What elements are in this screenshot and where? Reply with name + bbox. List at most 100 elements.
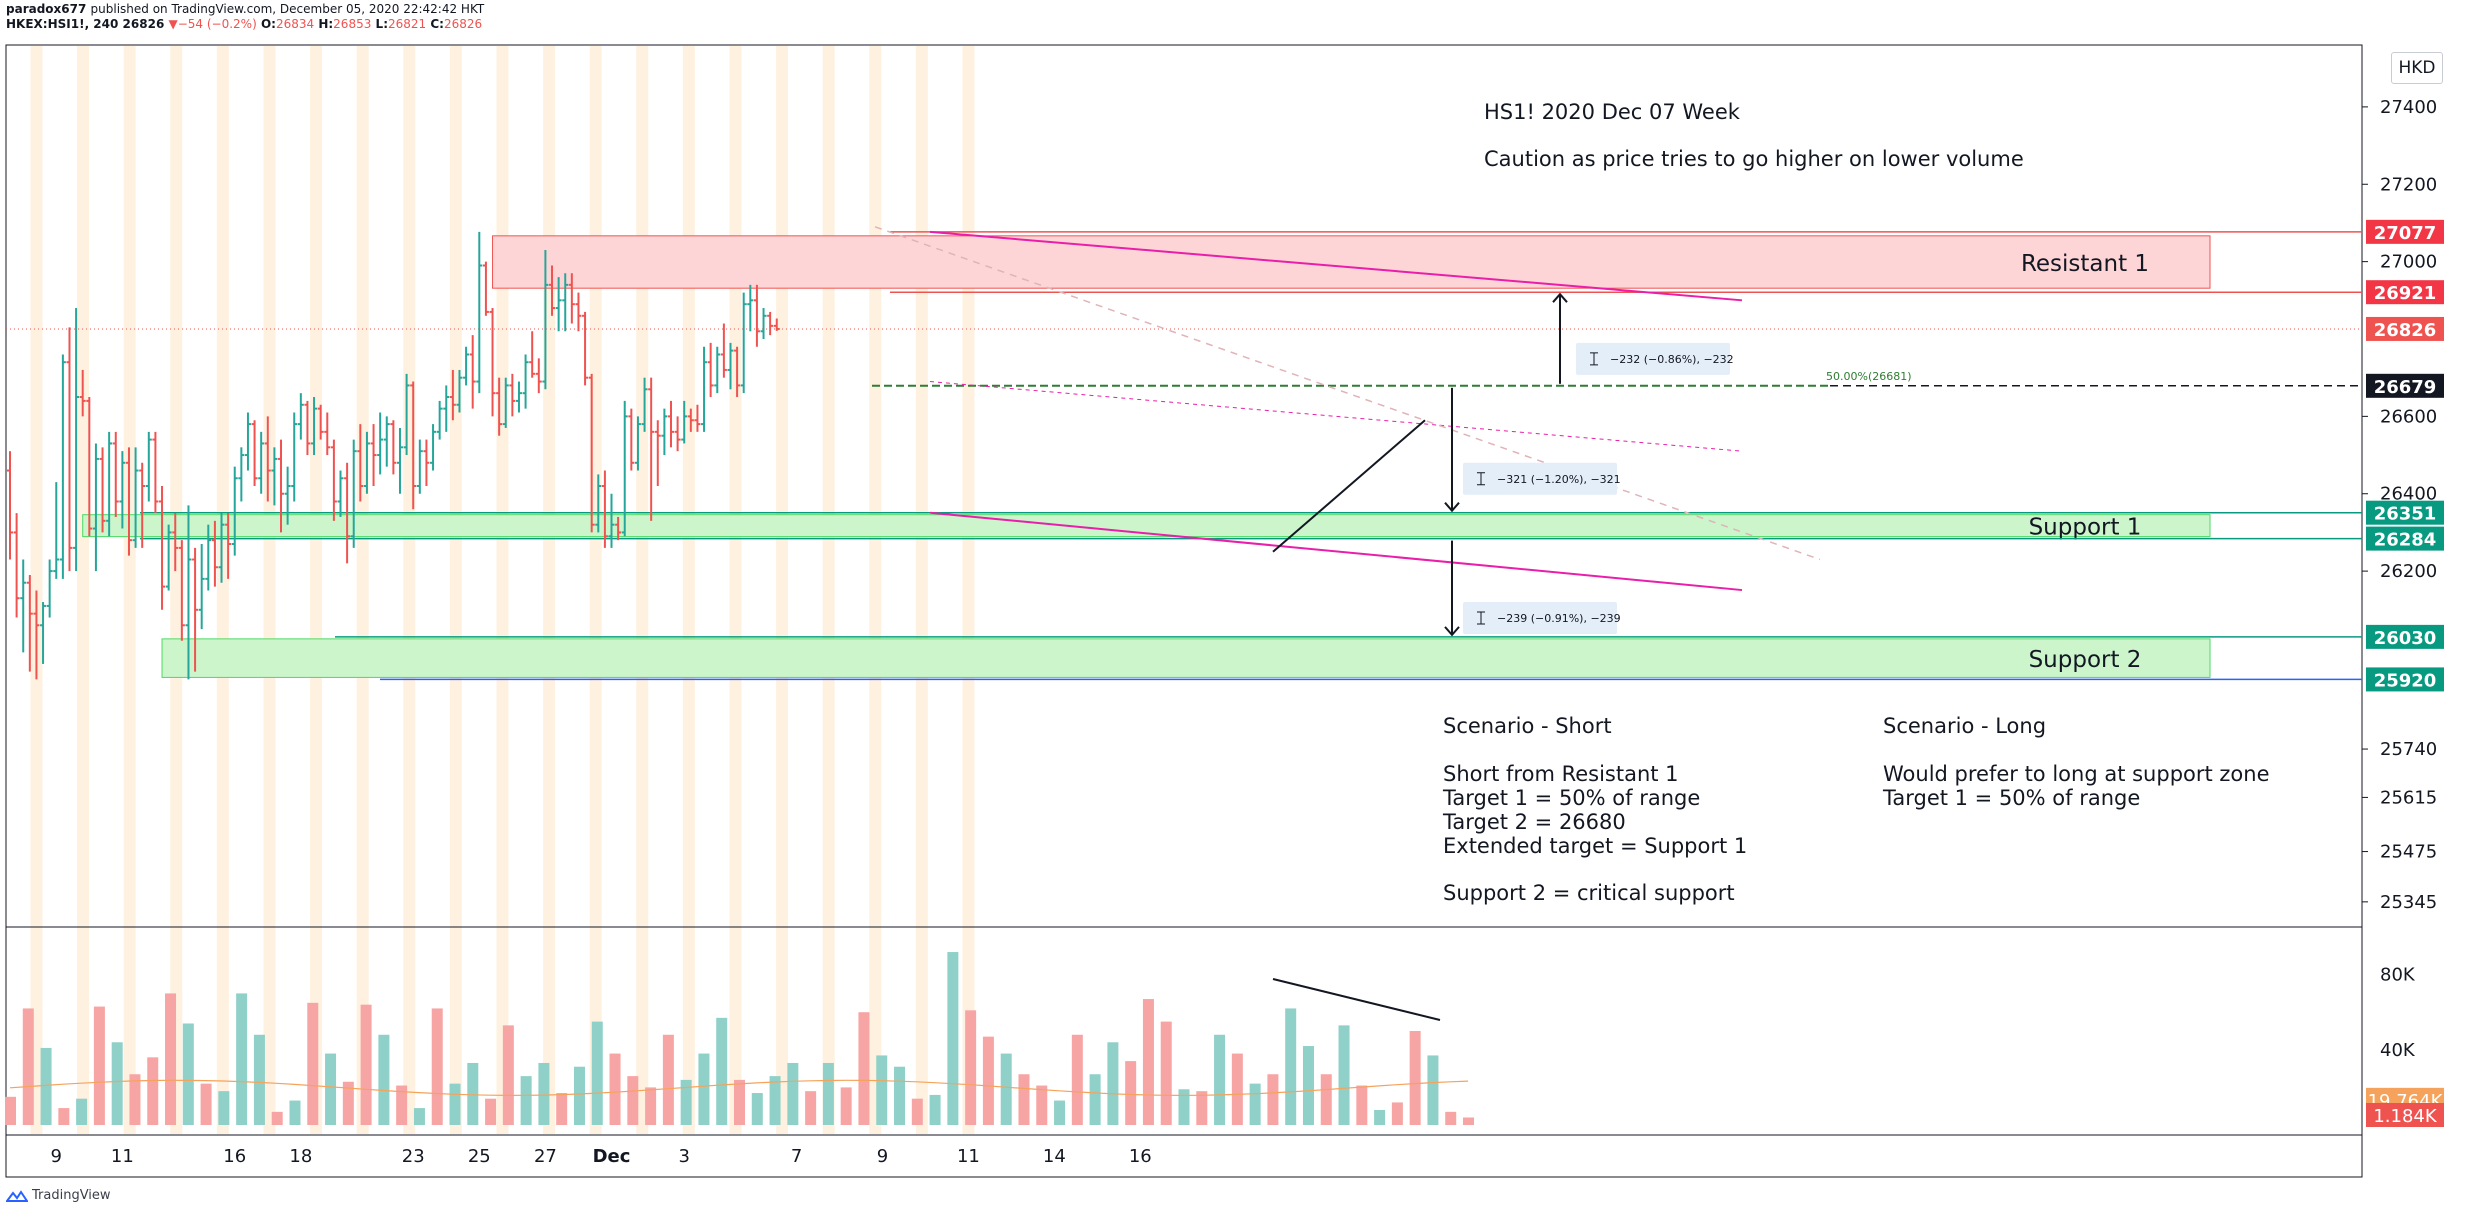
high-value: 26853	[333, 17, 372, 31]
price-tag-label: 26826	[2374, 320, 2437, 341]
volume-bar	[236, 993, 248, 1125]
volume-bar	[591, 1021, 603, 1125]
measure-box	[1463, 602, 1617, 635]
volume-bar	[1142, 999, 1154, 1125]
session-band	[589, 46, 602, 1134]
volume-bar	[1196, 1091, 1208, 1125]
long-title: Scenario - Long	[1883, 714, 2047, 738]
volume-bar	[1427, 1055, 1439, 1125]
volume-bar	[911, 1098, 923, 1125]
price-tag	[2366, 219, 2444, 244]
price-tag	[2366, 624, 2444, 649]
y-tick-label: 27400	[2380, 97, 2437, 118]
price-tag	[2366, 280, 2444, 305]
volume-bar	[360, 1004, 372, 1125]
session-band	[636, 46, 649, 1134]
volume-bar	[538, 1062, 550, 1125]
symbol: HKEX:HSI1!, 240	[6, 17, 119, 31]
session-band	[822, 46, 835, 1134]
volume-bar	[165, 993, 177, 1125]
volume-bar	[1107, 1042, 1119, 1125]
volume-bar	[1409, 1031, 1421, 1125]
volume-bar	[200, 1083, 212, 1125]
volume-bar	[822, 1062, 834, 1125]
volume-bar	[1320, 1074, 1332, 1125]
volume-bar	[271, 1111, 283, 1125]
session-band	[915, 46, 928, 1134]
volume-bar	[1267, 1074, 1279, 1125]
price-tag-label: 27077	[2374, 223, 2437, 244]
session-band	[403, 46, 416, 1134]
volume-bar	[1356, 1085, 1368, 1125]
price-tag	[2366, 526, 2444, 551]
zone-box	[82, 514, 2211, 538]
measure-label: −239 (−0.91%), −239	[1497, 612, 1621, 625]
volume-bar	[805, 1091, 817, 1125]
drawing-lines: 50.00%(26681)	[6, 226, 2362, 1021]
volume-bar	[1000, 1053, 1012, 1125]
measure-box	[1463, 462, 1617, 495]
volume-bar	[573, 1066, 585, 1125]
volume-tick-label: 40K	[2380, 1040, 2416, 1061]
publisher[interactable]: paradox677	[6, 2, 87, 16]
volume-bar	[1338, 1025, 1350, 1125]
measure-label: −321 (−1.20%), −321	[1497, 473, 1621, 486]
volume-bar	[413, 1108, 425, 1125]
x-tick-label: 16	[223, 1146, 246, 1167]
volume-bar	[325, 1053, 337, 1125]
volume-bar	[645, 1087, 657, 1125]
volume-bar	[431, 1008, 443, 1125]
volume-bar	[58, 1108, 70, 1125]
volume-bar	[627, 1076, 639, 1125]
session-band	[356, 46, 369, 1134]
footer-brand[interactable]: TradingView	[6, 1188, 111, 1203]
volume-bar	[1125, 1061, 1137, 1125]
volume-bar	[378, 1034, 390, 1125]
price-axis: 27400 27200 27000 26600 26400 26200 25740 25615…	[2362, 97, 2444, 1127]
x-tick-label: 16	[1129, 1146, 1152, 1167]
channel-upper	[929, 230, 1743, 302]
chart-title-note: HS1! 2020 Dec 07 Week	[1484, 100, 1740, 124]
session-band	[682, 46, 695, 1134]
volume-bar	[929, 1094, 941, 1125]
volume-bar	[1445, 1111, 1457, 1125]
volume-bar	[1054, 1100, 1066, 1125]
measure-arrowhead	[1552, 292, 1568, 303]
volume-bar	[502, 1025, 514, 1125]
zones-layer: Resistant 1 Support 1 Support 2	[82, 235, 2211, 678]
tradingview-logo-icon	[6, 1189, 28, 1202]
volume-bar	[1463, 1117, 1474, 1125]
channel-lower	[929, 511, 1743, 592]
volume-bar	[965, 1010, 977, 1125]
measure-arrowhead	[1444, 502, 1460, 513]
ruler-icon	[1477, 611, 1485, 625]
currency-button[interactable]: HKD	[2391, 52, 2443, 84]
volume-bar	[609, 1053, 621, 1125]
x-tick-label: 18	[289, 1146, 312, 1167]
y-tick-label: 26200	[2380, 561, 2437, 582]
volume-bar	[947, 952, 959, 1125]
volume-bar	[982, 1036, 994, 1125]
volume-bar	[1071, 1034, 1083, 1125]
session-band	[869, 46, 882, 1134]
price-tag-label: 26679	[2374, 377, 2437, 398]
measure-label: −232 (−0.86%), −232	[1610, 353, 1734, 366]
volume-bar	[485, 1098, 497, 1125]
channel-mid	[929, 381, 1743, 452]
long-line: Target 1 = 50% of range	[1883, 786, 2141, 810]
change-arrow-icon: ▼	[168, 17, 178, 31]
volume-bar	[1374, 1109, 1386, 1125]
session-band	[216, 46, 229, 1134]
volume-bar	[894, 1066, 906, 1125]
caution-note: Caution as price tries to go higher on l…	[1484, 147, 2024, 171]
short-line: Short from Resistant 1	[1443, 762, 1679, 786]
volume-bar	[111, 1042, 123, 1125]
price-tag-label: 26921	[2374, 283, 2437, 304]
volume-bar	[1160, 1021, 1172, 1125]
volume-bar	[751, 1093, 763, 1125]
volume-bar	[1178, 1089, 1190, 1125]
volume-bar	[1285, 1008, 1297, 1125]
last-price: 26826	[122, 17, 165, 31]
y-tick-label: 25740	[2380, 739, 2437, 760]
